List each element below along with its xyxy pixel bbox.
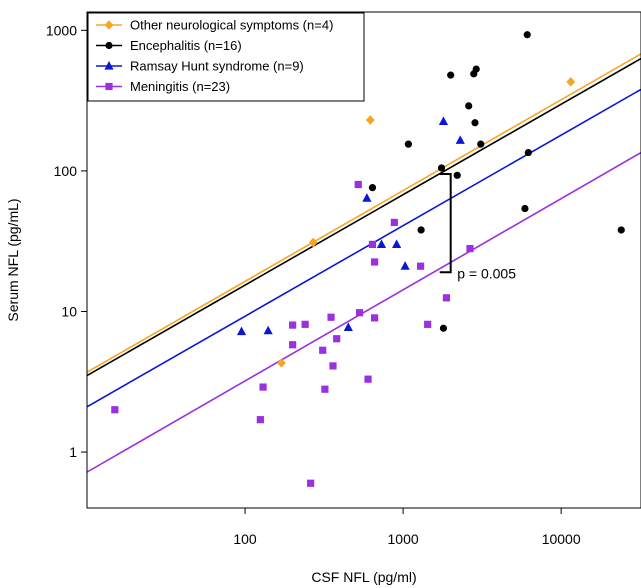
data-point <box>289 341 297 349</box>
data-point <box>392 239 402 249</box>
data-point <box>343 322 353 332</box>
data-point <box>301 320 309 328</box>
data-point <box>438 116 449 125</box>
regression-line <box>87 88 641 408</box>
data-point <box>327 313 335 321</box>
legend-label: Other neurological symptoms (n=4) <box>130 18 333 33</box>
data-point <box>617 226 625 234</box>
data-point <box>354 180 362 189</box>
data-point <box>321 385 329 393</box>
data-point <box>259 383 267 391</box>
data-point <box>439 324 448 332</box>
legend-label: Encephalitis (n=16) <box>130 38 242 53</box>
y-tick-label: 1000 <box>46 22 77 38</box>
data-point <box>370 314 379 322</box>
data-point <box>417 226 425 234</box>
y-axis-title: Serum NFL (pg/mL) <box>5 198 21 321</box>
data-point <box>319 346 327 354</box>
data-point <box>289 321 297 329</box>
legend-label: Meningitis (n=23) <box>130 79 230 94</box>
data-point <box>376 239 387 249</box>
data-point <box>471 119 479 127</box>
data-point <box>329 362 337 370</box>
regression-lines <box>87 53 641 473</box>
y-tick-label: 100 <box>54 163 78 179</box>
data-point <box>416 262 425 270</box>
data-point <box>307 479 315 487</box>
data-point <box>400 261 410 270</box>
data-point <box>365 115 375 125</box>
legend-box <box>87 12 365 102</box>
data-point <box>368 240 377 249</box>
data-point <box>465 102 473 110</box>
y-tick-label: 1 <box>69 444 77 460</box>
y-tick-label: 10 <box>61 303 77 319</box>
data-point <box>524 148 532 157</box>
significance-bracket: p = 0.005 <box>439 173 516 281</box>
regression-line <box>87 151 641 473</box>
data-point <box>521 204 529 213</box>
plot-frame <box>86 11 641 509</box>
bracket-line <box>439 173 452 274</box>
data-point <box>404 140 412 148</box>
data-point <box>424 320 432 328</box>
data-point <box>477 140 485 148</box>
data-point <box>390 218 398 227</box>
data-point <box>256 416 264 424</box>
data-point <box>308 237 318 248</box>
legend: Other neurological symptoms (n=4) Encepha… <box>87 12 365 102</box>
data-point <box>566 77 576 87</box>
regression-line <box>87 57 641 377</box>
data-points <box>111 31 625 487</box>
regression-line <box>87 53 641 373</box>
legend-label: Ramsay Hunt syndrome (n=9) <box>130 59 304 74</box>
data-point <box>364 375 372 383</box>
x-tick-label: 1000 <box>388 531 419 547</box>
data-point <box>236 326 247 336</box>
data-point <box>453 171 461 179</box>
data-point <box>466 245 474 253</box>
data-point <box>333 335 341 343</box>
data-point <box>368 184 377 192</box>
x-tick-label: 100 <box>233 531 257 547</box>
legend-marker <box>104 20 114 30</box>
x-tick-label: 10000 <box>542 531 581 547</box>
data-point <box>111 406 119 414</box>
x-axis-ticks: 100 1000 10000 <box>233 508 581 547</box>
legend-marker <box>104 61 114 70</box>
data-point <box>472 65 480 73</box>
y-axis-ticks: 1 10 100 1000 <box>46 22 87 460</box>
legend-marker <box>105 41 113 50</box>
data-point <box>442 294 451 302</box>
data-point <box>455 135 465 144</box>
data-point <box>355 309 364 317</box>
data-point <box>447 71 455 79</box>
data-point <box>362 193 372 202</box>
data-point <box>523 31 531 39</box>
data-point <box>437 164 446 172</box>
data-point <box>277 358 286 368</box>
legend-marker <box>105 82 113 91</box>
data-point <box>370 258 379 266</box>
data-point <box>263 325 273 335</box>
p-value-label: p = 0.005 <box>457 265 516 281</box>
x-axis-title: CSF NFL (pg/ml) <box>311 569 416 585</box>
